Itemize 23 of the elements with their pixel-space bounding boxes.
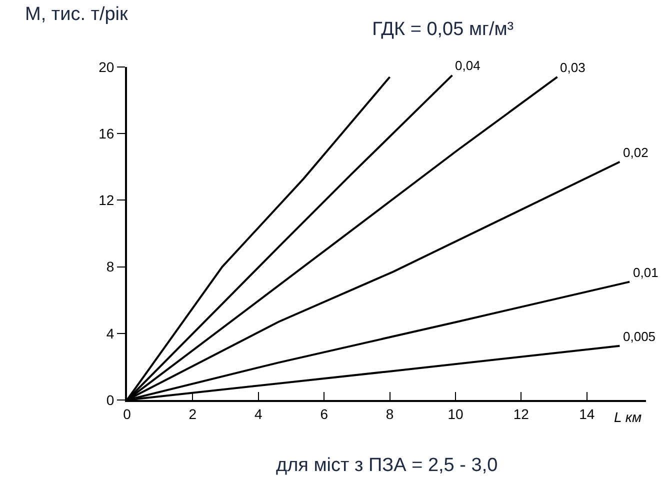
series-label: 0,03 xyxy=(560,60,586,75)
y-tick-label: 0 xyxy=(106,392,114,408)
y-tick-label: 20 xyxy=(98,58,114,75)
y-tick-label: 16 xyxy=(98,126,114,142)
x-axis-title: L км xyxy=(614,409,642,425)
y-tick-label: 4 xyxy=(106,325,114,342)
y-axis-title: М, тис. т/рік xyxy=(25,4,129,25)
text: для міст з ПЗА = 2,5 - 3,0 xyxy=(276,455,498,476)
series-label: 0,04 xyxy=(455,58,480,73)
x-tick-label: 4 xyxy=(254,406,262,422)
x-tick-label: 6 xyxy=(320,406,328,422)
x-tick-label: 14 xyxy=(579,406,595,422)
x-tick-label: 2 xyxy=(188,406,197,422)
x-tick-label: 0 xyxy=(123,406,132,422)
x-tick-label: 8 xyxy=(386,406,394,422)
chart-title: ГДК = 0,05 мг/м³ xyxy=(372,19,514,40)
y-tick-label: 8 xyxy=(106,258,114,275)
series-label: 0,02 xyxy=(623,145,648,160)
series-label: 0,005 xyxy=(623,329,656,344)
series-label: 0,01 xyxy=(633,265,658,280)
y-tick-label: 12 xyxy=(98,192,114,208)
x-tick-label: 12 xyxy=(513,406,530,422)
x-tick-label: 10 xyxy=(448,406,464,422)
